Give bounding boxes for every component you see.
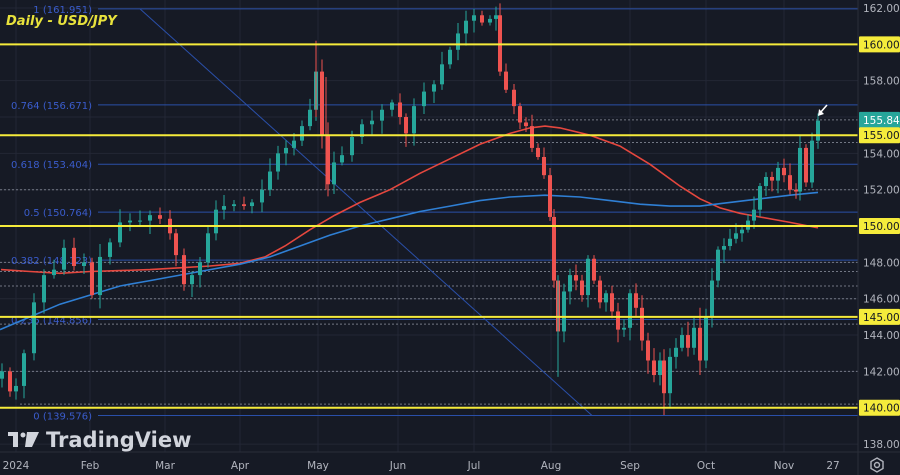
svg-text:142.000: 142.000 [863, 366, 900, 378]
svg-text:Mar: Mar [155, 460, 175, 472]
svg-text:0.382 (148.123): 0.382 (148.123) [11, 256, 92, 267]
svg-text:0.764 (156.671): 0.764 (156.671) [11, 101, 92, 112]
svg-text:0.236 (144.856): 0.236 (144.856) [11, 316, 92, 327]
svg-text:Feb: Feb [81, 460, 100, 472]
tradingview-logo-text: TradingView [46, 428, 192, 452]
svg-text:Apr: Apr [231, 460, 250, 472]
svg-text:160.000: 160.000 [863, 39, 900, 51]
dotted-levels [0, 119, 858, 405]
chart-title: Daily - USD/JPY [6, 14, 117, 29]
svg-text:138.000: 138.000 [863, 439, 900, 451]
svg-text:145.000: 145.000 [863, 312, 900, 324]
svg-text:0.618 (153.404): 0.618 (153.404) [11, 160, 92, 171]
svg-text:155.842: 155.842 [863, 115, 900, 127]
svg-text:0 (139.576): 0 (139.576) [33, 411, 92, 422]
svg-text:154.000: 154.000 [863, 148, 900, 160]
svg-text:Sep: Sep [620, 460, 640, 472]
svg-text:2024: 2024 [3, 460, 30, 472]
svg-text:May: May [307, 460, 329, 472]
svg-text:Jun: Jun [389, 460, 406, 472]
svg-text:Oct: Oct [697, 460, 715, 472]
svg-text:Jul: Jul [467, 460, 481, 472]
svg-text:Aug: Aug [541, 460, 562, 472]
svg-text:0.5 (150.764): 0.5 (150.764) [24, 208, 92, 219]
horizontal-levels[interactable] [0, 43, 858, 409]
svg-text:1 (161.951): 1 (161.951) [33, 5, 92, 16]
svg-text:27: 27 [826, 460, 839, 472]
fibonacci-retracement[interactable]: 1 (161.951) 0.764 (156.671) 0.618 (153.404… [11, 5, 858, 423]
settings-gear-icon[interactable] [868, 456, 886, 474]
arrow-annotation-icon [818, 104, 828, 116]
svg-text:146.000: 146.000 [863, 294, 900, 306]
svg-text:Nov: Nov [774, 460, 795, 472]
svg-text:148.000: 148.000 [863, 257, 900, 269]
candlesticks [0, 3, 820, 416]
moving-averages [0, 125, 819, 331]
trendline[interactable] [139, 8, 593, 416]
svg-text:152.000: 152.000 [863, 185, 900, 197]
svg-text:144.000: 144.000 [863, 330, 900, 342]
tradingview-logo-icon [8, 432, 39, 447]
svg-text:158.000: 158.000 [863, 76, 900, 88]
price-axis[interactable]: 162.000160.000158.000156.000155.842155.0… [859, 3, 900, 451]
svg-text:162.000: 162.000 [863, 3, 900, 15]
tradingview-logo: TradingView [8, 428, 191, 452]
svg-text:140.000: 140.000 [863, 403, 900, 415]
svg-text:155.000: 155.000 [863, 130, 900, 142]
time-axis[interactable]: 2024 Feb Mar Apr May Jun Jul Aug Sep Oct Nov 27 [3, 460, 840, 472]
svg-text:150.000: 150.000 [863, 221, 900, 233]
